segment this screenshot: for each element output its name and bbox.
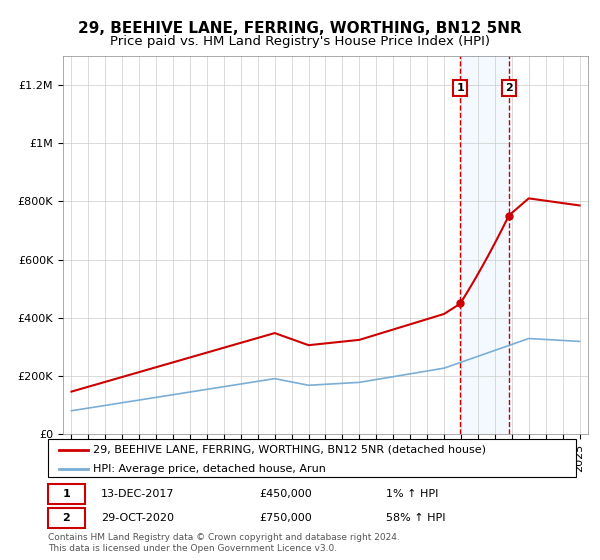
Text: 2: 2 (62, 513, 70, 523)
FancyBboxPatch shape (48, 508, 85, 528)
Text: £750,000: £750,000 (259, 513, 312, 523)
Text: 29-OCT-2020: 29-OCT-2020 (101, 513, 174, 523)
Text: 13-DEC-2017: 13-DEC-2017 (101, 488, 175, 498)
Text: 58% ↑ HPI: 58% ↑ HPI (386, 513, 445, 523)
Text: 1% ↑ HPI: 1% ↑ HPI (386, 488, 438, 498)
Text: Price paid vs. HM Land Registry's House Price Index (HPI): Price paid vs. HM Land Registry's House … (110, 35, 490, 48)
FancyBboxPatch shape (48, 483, 85, 503)
Text: 2: 2 (505, 83, 513, 93)
Text: Contains HM Land Registry data © Crown copyright and database right 2024.
This d: Contains HM Land Registry data © Crown c… (48, 533, 400, 553)
Text: 29, BEEHIVE LANE, FERRING, WORTHING, BN12 5NR (detached house): 29, BEEHIVE LANE, FERRING, WORTHING, BN1… (93, 445, 486, 455)
Text: HPI: Average price, detached house, Arun: HPI: Average price, detached house, Arun (93, 464, 326, 474)
Text: 1: 1 (62, 488, 70, 498)
Text: 29, BEEHIVE LANE, FERRING, WORTHING, BN12 5NR: 29, BEEHIVE LANE, FERRING, WORTHING, BN1… (78, 21, 522, 36)
Text: £450,000: £450,000 (259, 488, 312, 498)
Text: 1: 1 (456, 83, 464, 93)
Bar (460, 56, 509, 434)
